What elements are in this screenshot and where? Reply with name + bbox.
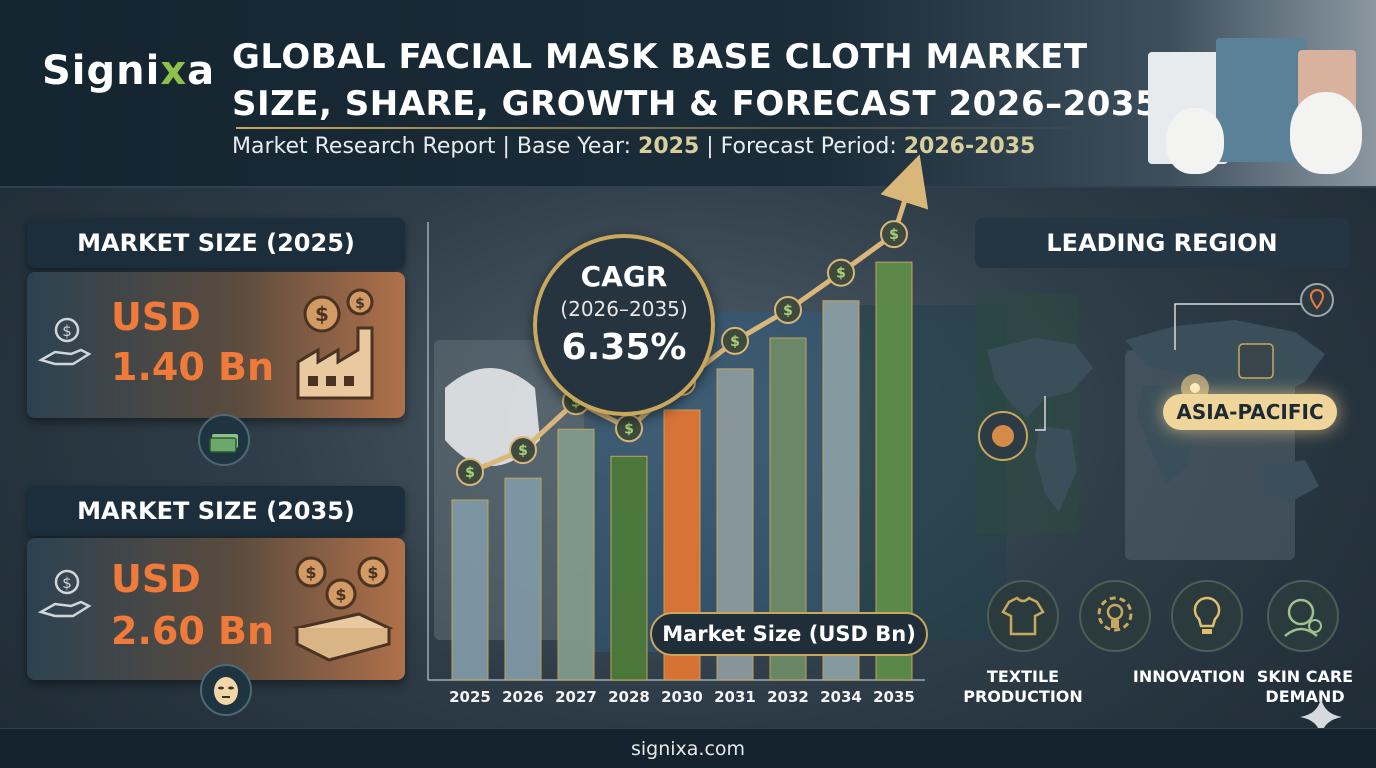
svg-text:$: $ bbox=[367, 563, 378, 582]
leading-region-title: LEADING REGION bbox=[975, 218, 1349, 268]
bar-2028 bbox=[610, 455, 648, 681]
driver-skin-care-demand: SKIN CARE DEMAND bbox=[1256, 667, 1354, 706]
lightbulb-icon bbox=[1171, 580, 1243, 652]
dollar-marker-2031: $ bbox=[721, 326, 749, 355]
face-care-icon bbox=[1267, 580, 1339, 652]
svg-text:$: $ bbox=[836, 266, 846, 282]
dollar-marker-2026: $ bbox=[509, 436, 537, 465]
market-size-2035-title: MARKET SIZE (2035) bbox=[27, 486, 405, 536]
dollar-marker-2025: $ bbox=[456, 458, 484, 486]
market-size-2025-card: $ USD 1.40 Bn $ $ bbox=[27, 272, 405, 418]
svg-text:$: $ bbox=[335, 585, 346, 604]
footer: signixa.com bbox=[0, 728, 1376, 768]
page-title: GLOBAL FACIAL MASK BASE CLOTH MARKET SIZ… bbox=[232, 34, 1162, 128]
market-2035-currency: USD bbox=[111, 557, 201, 601]
svg-text:$: $ bbox=[518, 443, 528, 459]
svg-text:$: $ bbox=[730, 334, 740, 350]
cagr-label: CAGR bbox=[580, 260, 668, 293]
chart-legend: Market Size (USD Bn) bbox=[650, 612, 928, 656]
svg-text:$: $ bbox=[62, 574, 72, 592]
fabric-icon bbox=[1238, 343, 1274, 379]
x-tick-label: 2027 bbox=[555, 688, 597, 706]
location-pin-icon bbox=[1300, 283, 1334, 317]
dollar-marker-2034: $ bbox=[827, 258, 855, 287]
svg-text:$: $ bbox=[783, 303, 793, 319]
brand-logo[interactable]: Signixa bbox=[42, 48, 216, 94]
bar-2025 bbox=[451, 499, 489, 681]
cagr-value: 6.35% bbox=[561, 327, 687, 368]
money-stack-coins-icon: $ $ $ bbox=[292, 556, 394, 662]
market-2025-value: 1.40 Bn bbox=[111, 345, 275, 389]
x-tick-label: 2025 bbox=[449, 688, 491, 706]
bar-2035 bbox=[875, 261, 913, 681]
market-2025-currency: USD bbox=[111, 295, 201, 339]
face-mask-icon bbox=[200, 664, 252, 716]
x-tick-label: 2032 bbox=[767, 688, 809, 706]
x-tick-label: 2035 bbox=[873, 688, 915, 706]
cagr-badge: CAGR (2026–2035) 6.35% bbox=[533, 234, 715, 416]
hand-coin-icon: $ bbox=[37, 569, 92, 618]
svg-text:$: $ bbox=[305, 563, 316, 582]
gear-bulb-icon bbox=[1079, 580, 1151, 652]
shirt-icon bbox=[987, 580, 1059, 652]
svg-text:$: $ bbox=[624, 421, 634, 437]
report-subtitle: Market Research Report | Base Year: 2025… bbox=[232, 134, 1036, 159]
title-line-1: GLOBAL FACIAL MASK BASE CLOTH MARKET bbox=[232, 37, 1088, 77]
x-tick-label: 2030 bbox=[661, 688, 703, 706]
svg-text:$: $ bbox=[889, 227, 899, 243]
svg-text:$: $ bbox=[315, 302, 329, 326]
title-divider bbox=[236, 127, 1096, 129]
svg-text:$: $ bbox=[355, 296, 365, 312]
leading-region-badge: ASIA-PACIFIC bbox=[1163, 394, 1337, 430]
cagr-period: (2026–2035) bbox=[560, 297, 688, 321]
cash-stack-icon bbox=[198, 414, 250, 466]
x-tick-label: 2028 bbox=[608, 688, 650, 706]
market-2035-value: 2.60 Bn bbox=[111, 609, 275, 653]
svg-text:$: $ bbox=[465, 465, 475, 481]
market-size-2035-card: $ USD 2.60 Bn $ $ $ bbox=[27, 538, 405, 680]
x-tick-label: 2034 bbox=[820, 688, 862, 706]
driver-innovation: INNOVATION bbox=[1132, 667, 1246, 686]
hand-coin-icon: $ bbox=[37, 317, 92, 366]
base-year: 2025 bbox=[638, 134, 700, 159]
dollar-marker-2035: $ bbox=[880, 220, 908, 249]
dollar-marker-2028: $ bbox=[615, 414, 643, 443]
header: Signixa GLOBAL FACIAL MASK BASE CLOTH MA… bbox=[0, 0, 1376, 188]
driver-textile-production: TEXTILE PRODUCTION bbox=[963, 667, 1083, 706]
svg-text:$: $ bbox=[62, 322, 72, 340]
footer-url[interactable]: signixa.com bbox=[630, 738, 746, 760]
x-tick-label: 2026 bbox=[502, 688, 544, 706]
x-tick-label: 2031 bbox=[714, 688, 756, 706]
title-line-2: SIZE, SHARE, GROWTH & FORECAST 2026–2035 bbox=[232, 84, 1160, 124]
market-size-2025-title: MARKET SIZE (2025) bbox=[27, 218, 405, 268]
dollar-marker-2032: $ bbox=[774, 296, 802, 324]
bar-2026 bbox=[504, 477, 542, 681]
sparkle-icon bbox=[1300, 698, 1342, 736]
factory-coins-icon: $ $ bbox=[296, 288, 374, 400]
bar-2027 bbox=[557, 428, 595, 681]
